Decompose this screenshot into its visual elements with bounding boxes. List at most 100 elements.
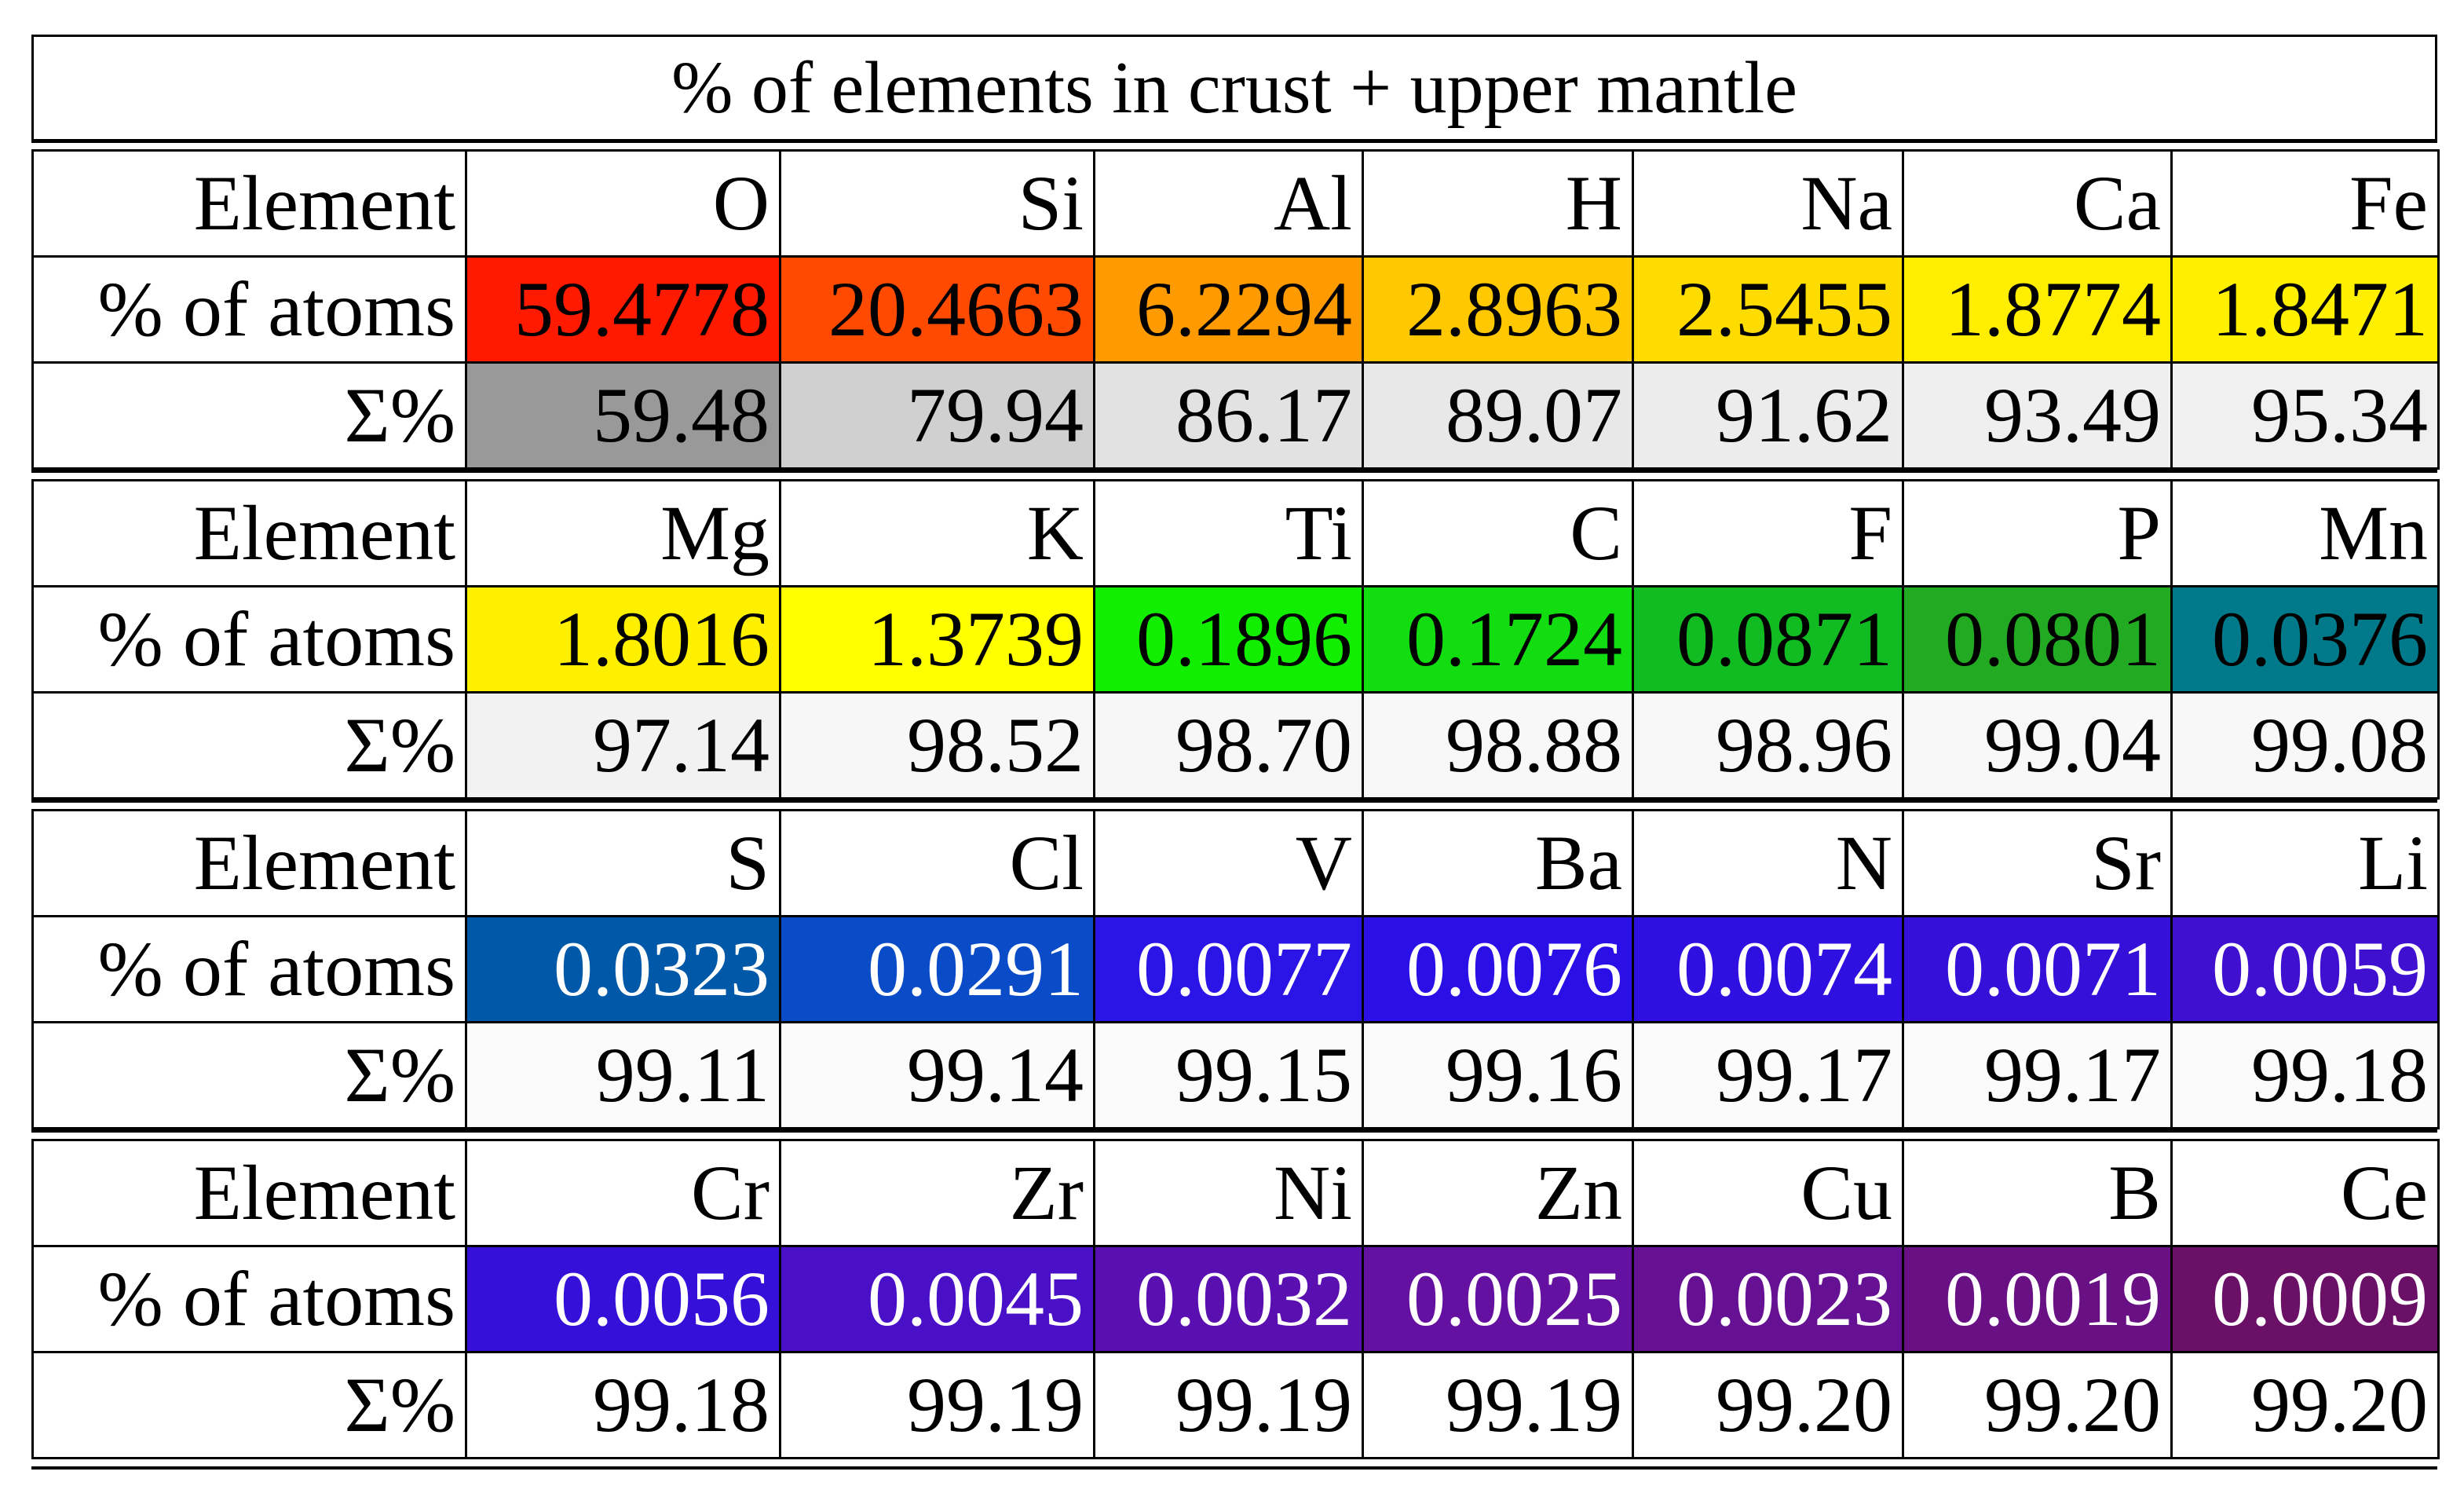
atoms-cell: 0.0801 <box>1902 585 2173 694</box>
element-cell: H <box>1362 149 1634 258</box>
atoms-cell: 0.0032 <box>1093 1245 1364 1353</box>
atoms-row-label: % of atoms <box>31 1245 467 1353</box>
sum-cell: 99.20 <box>2170 1351 2440 1459</box>
atoms-cell: 0.1896 <box>1093 585 1364 694</box>
sum-cell: 91.62 <box>1632 361 1904 470</box>
block-separator <box>31 1129 2437 1133</box>
atoms-cell: 0.0019 <box>1902 1245 2173 1353</box>
atoms-cell: 0.0376 <box>2170 585 2440 694</box>
sum-cell: 99.20 <box>1632 1351 1904 1459</box>
element-cell: N <box>1632 809 1904 917</box>
element-cell: Ni <box>1093 1139 1364 1247</box>
element-cell: Cr <box>465 1139 781 1247</box>
element-cell: Mg <box>465 479 781 587</box>
sum-cell: 99.14 <box>779 1021 1095 1129</box>
sum-cell: 95.34 <box>2170 361 2440 470</box>
element-cell: Ti <box>1093 479 1364 587</box>
element-cell: P <box>1902 479 2173 587</box>
sum-row-label: Σ% <box>31 361 467 470</box>
atoms-cell: 2.8963 <box>1362 255 1634 364</box>
atoms-row-label: % of atoms <box>31 255 467 364</box>
atoms-cell: 0.0076 <box>1362 915 1634 1023</box>
element-cell: Al <box>1093 149 1364 258</box>
sum-cell: 59.48 <box>465 361 781 470</box>
element-cell: B <box>1902 1139 2173 1247</box>
block-separator <box>31 470 2437 473</box>
atoms-cell: 1.3739 <box>779 585 1095 694</box>
element-cell: F <box>1632 479 1904 587</box>
sum-cell: 98.52 <box>779 691 1095 800</box>
sum-cell: 99.18 <box>2170 1021 2440 1129</box>
element-cell: O <box>465 149 781 258</box>
atoms-cell: 59.4778 <box>465 255 781 364</box>
atoms-cell: 0.0077 <box>1093 915 1364 1023</box>
element-cell: Li <box>2170 809 2440 917</box>
element-cell: Sr <box>1902 809 2173 917</box>
atoms-cell: 0.1724 <box>1362 585 1634 694</box>
atoms-cell: 1.8016 <box>465 585 781 694</box>
atoms-cell: 0.0871 <box>1632 585 1904 694</box>
sum-cell: 99.19 <box>779 1351 1095 1459</box>
element-cell: Ca <box>1902 149 2173 258</box>
element-row-label: Element <box>31 149 467 258</box>
element-cell: Zr <box>779 1139 1095 1247</box>
sum-cell: 93.49 <box>1902 361 2173 470</box>
atoms-row-label: % of atoms <box>31 585 467 694</box>
sum-cell: 89.07 <box>1362 361 1634 470</box>
element-cell: Ba <box>1362 809 1634 917</box>
sum-cell: 99.16 <box>1362 1021 1634 1129</box>
atoms-cell: 1.8774 <box>1902 255 2173 364</box>
sum-cell: 98.96 <box>1632 691 1904 800</box>
atoms-cell: 0.0071 <box>1902 915 2173 1023</box>
sum-row-label: Σ% <box>31 1351 467 1459</box>
sum-cell: 98.70 <box>1093 691 1364 800</box>
atoms-cell: 0.0009 <box>2170 1245 2440 1353</box>
atoms-cell: 1.8471 <box>2170 255 2440 364</box>
sum-row-label: Σ% <box>31 1021 467 1129</box>
sum-cell: 99.17 <box>1902 1021 2173 1129</box>
sum-row-label: Σ% <box>31 691 467 800</box>
element-cell: Cu <box>1632 1139 1904 1247</box>
atoms-cell: 0.0056 <box>465 1245 781 1353</box>
element-row-label: Element <box>31 479 467 587</box>
element-cell: Mn <box>2170 479 2440 587</box>
sum-cell: 98.88 <box>1362 691 1634 800</box>
sum-cell: 99.19 <box>1093 1351 1364 1459</box>
element-cell: Cl <box>779 809 1095 917</box>
sum-cell: 79.94 <box>779 361 1095 470</box>
sum-cell: 86.17 <box>1093 361 1364 470</box>
element-cell: K <box>779 479 1095 587</box>
atoms-cell: 0.0059 <box>2170 915 2440 1023</box>
sum-cell: 99.11 <box>465 1021 781 1129</box>
atoms-cell: 0.0025 <box>1362 1245 1634 1353</box>
sum-cell: 99.19 <box>1362 1351 1634 1459</box>
sum-cell: 97.14 <box>465 691 781 800</box>
element-cell: Fe <box>2170 149 2440 258</box>
block-separator <box>31 140 2437 143</box>
sum-cell: 99.20 <box>1902 1351 2173 1459</box>
atoms-cell: 20.4663 <box>779 255 1095 364</box>
sum-cell: 99.04 <box>1902 691 2173 800</box>
element-row-label: Element <box>31 809 467 917</box>
element-cell: Ce <box>2170 1139 2440 1247</box>
sum-cell: 99.08 <box>2170 691 2440 800</box>
atoms-cell: 6.2294 <box>1093 255 1364 364</box>
atoms-cell: 0.0045 <box>779 1245 1095 1353</box>
atoms-cell: 0.0074 <box>1632 915 1904 1023</box>
element-row-label: Element <box>31 1139 467 1247</box>
element-cell: C <box>1362 479 1634 587</box>
block-separator <box>31 800 2437 803</box>
element-cell: Si <box>779 149 1095 258</box>
atoms-cell: 0.0291 <box>779 915 1095 1023</box>
element-cell: S <box>465 809 781 917</box>
sum-cell: 99.18 <box>465 1351 781 1459</box>
element-cell: V <box>1093 809 1364 917</box>
atoms-cell: 0.0023 <box>1632 1245 1904 1353</box>
atoms-cell: 2.5455 <box>1632 255 1904 364</box>
atoms-cell: 0.0323 <box>465 915 781 1023</box>
sum-cell: 99.17 <box>1632 1021 1904 1129</box>
atoms-row-label: % of atoms <box>31 915 467 1023</box>
table-bottom-rule <box>31 1466 2437 1470</box>
element-cell: Zn <box>1362 1139 1634 1247</box>
